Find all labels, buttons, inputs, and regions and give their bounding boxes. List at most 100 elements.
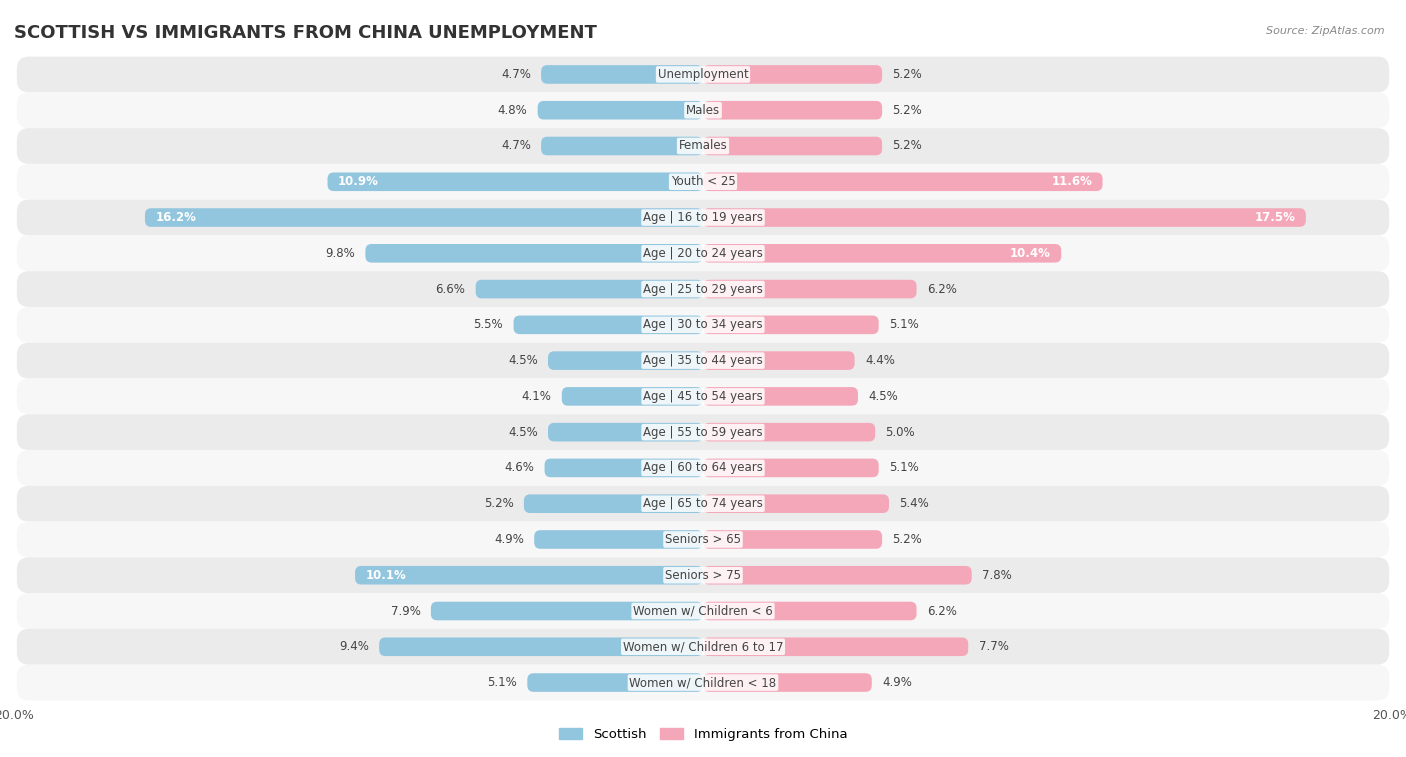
Text: 11.6%: 11.6% xyxy=(1052,176,1092,188)
FancyBboxPatch shape xyxy=(703,566,972,584)
FancyBboxPatch shape xyxy=(356,566,703,584)
Text: 5.2%: 5.2% xyxy=(893,104,922,117)
Text: Age | 16 to 19 years: Age | 16 to 19 years xyxy=(643,211,763,224)
Text: Age | 35 to 44 years: Age | 35 to 44 years xyxy=(643,354,763,367)
FancyBboxPatch shape xyxy=(703,137,882,155)
Text: Women w/ Children < 18: Women w/ Children < 18 xyxy=(630,676,776,689)
FancyBboxPatch shape xyxy=(17,629,1389,665)
FancyBboxPatch shape xyxy=(328,173,703,191)
FancyBboxPatch shape xyxy=(534,530,703,549)
Text: 4.5%: 4.5% xyxy=(508,425,537,438)
Text: Seniors > 75: Seniors > 75 xyxy=(665,569,741,581)
FancyBboxPatch shape xyxy=(17,486,1389,522)
Text: Women w/ Children 6 to 17: Women w/ Children 6 to 17 xyxy=(623,640,783,653)
FancyBboxPatch shape xyxy=(17,557,1389,593)
FancyBboxPatch shape xyxy=(145,208,703,227)
FancyBboxPatch shape xyxy=(548,351,703,370)
FancyBboxPatch shape xyxy=(17,522,1389,557)
Text: Age | 25 to 29 years: Age | 25 to 29 years xyxy=(643,282,763,295)
FancyBboxPatch shape xyxy=(703,208,1306,227)
Text: 4.5%: 4.5% xyxy=(508,354,537,367)
FancyBboxPatch shape xyxy=(703,673,872,692)
FancyBboxPatch shape xyxy=(703,459,879,477)
FancyBboxPatch shape xyxy=(430,602,703,620)
Text: Age | 65 to 74 years: Age | 65 to 74 years xyxy=(643,497,763,510)
Text: 4.9%: 4.9% xyxy=(494,533,524,546)
FancyBboxPatch shape xyxy=(703,530,882,549)
Text: Source: ZipAtlas.com: Source: ZipAtlas.com xyxy=(1267,26,1385,36)
Text: 16.2%: 16.2% xyxy=(155,211,197,224)
FancyBboxPatch shape xyxy=(366,244,703,263)
Text: Age | 55 to 59 years: Age | 55 to 59 years xyxy=(643,425,763,438)
FancyBboxPatch shape xyxy=(548,423,703,441)
Text: 4.8%: 4.8% xyxy=(498,104,527,117)
FancyBboxPatch shape xyxy=(17,307,1389,343)
Text: 5.0%: 5.0% xyxy=(886,425,915,438)
Text: 5.4%: 5.4% xyxy=(900,497,929,510)
FancyBboxPatch shape xyxy=(703,637,969,656)
Text: 4.6%: 4.6% xyxy=(505,462,534,475)
FancyBboxPatch shape xyxy=(17,164,1389,200)
Text: Age | 20 to 24 years: Age | 20 to 24 years xyxy=(643,247,763,260)
FancyBboxPatch shape xyxy=(17,271,1389,307)
FancyBboxPatch shape xyxy=(17,450,1389,486)
FancyBboxPatch shape xyxy=(17,235,1389,271)
FancyBboxPatch shape xyxy=(703,387,858,406)
Text: 5.5%: 5.5% xyxy=(474,319,503,332)
FancyBboxPatch shape xyxy=(703,244,1062,263)
Text: 10.4%: 10.4% xyxy=(1010,247,1050,260)
Text: Females: Females xyxy=(679,139,727,152)
FancyBboxPatch shape xyxy=(17,128,1389,164)
Text: Unemployment: Unemployment xyxy=(658,68,748,81)
Text: 17.5%: 17.5% xyxy=(1254,211,1295,224)
Text: 5.1%: 5.1% xyxy=(889,462,918,475)
FancyBboxPatch shape xyxy=(17,343,1389,378)
FancyBboxPatch shape xyxy=(703,101,882,120)
FancyBboxPatch shape xyxy=(17,57,1389,92)
Text: 4.4%: 4.4% xyxy=(865,354,894,367)
Text: 4.5%: 4.5% xyxy=(869,390,898,403)
Text: 4.7%: 4.7% xyxy=(501,68,531,81)
FancyBboxPatch shape xyxy=(17,414,1389,450)
FancyBboxPatch shape xyxy=(703,351,855,370)
FancyBboxPatch shape xyxy=(703,173,1102,191)
Text: 9.4%: 9.4% xyxy=(339,640,368,653)
Text: 7.9%: 7.9% xyxy=(391,605,420,618)
Text: 10.9%: 10.9% xyxy=(337,176,378,188)
FancyBboxPatch shape xyxy=(537,101,703,120)
FancyBboxPatch shape xyxy=(17,92,1389,128)
Text: Age | 60 to 64 years: Age | 60 to 64 years xyxy=(643,462,763,475)
Text: 5.2%: 5.2% xyxy=(893,139,922,152)
Text: SCOTTISH VS IMMIGRANTS FROM CHINA UNEMPLOYMENT: SCOTTISH VS IMMIGRANTS FROM CHINA UNEMPL… xyxy=(14,24,598,42)
FancyBboxPatch shape xyxy=(703,423,875,441)
FancyBboxPatch shape xyxy=(541,137,703,155)
FancyBboxPatch shape xyxy=(703,602,917,620)
Text: 5.2%: 5.2% xyxy=(893,533,922,546)
FancyBboxPatch shape xyxy=(17,593,1389,629)
Text: 6.2%: 6.2% xyxy=(927,605,956,618)
FancyBboxPatch shape xyxy=(380,637,703,656)
Text: 4.1%: 4.1% xyxy=(522,390,551,403)
Text: Youth < 25: Youth < 25 xyxy=(671,176,735,188)
Text: 4.9%: 4.9% xyxy=(882,676,912,689)
Text: 5.1%: 5.1% xyxy=(889,319,918,332)
FancyBboxPatch shape xyxy=(544,459,703,477)
Text: 5.2%: 5.2% xyxy=(893,68,922,81)
Text: 7.7%: 7.7% xyxy=(979,640,1008,653)
FancyBboxPatch shape xyxy=(17,378,1389,414)
Text: Women w/ Children < 6: Women w/ Children < 6 xyxy=(633,605,773,618)
Text: 9.8%: 9.8% xyxy=(325,247,356,260)
FancyBboxPatch shape xyxy=(17,665,1389,700)
Text: 6.6%: 6.6% xyxy=(436,282,465,295)
FancyBboxPatch shape xyxy=(703,280,917,298)
FancyBboxPatch shape xyxy=(17,200,1389,235)
FancyBboxPatch shape xyxy=(524,494,703,513)
FancyBboxPatch shape xyxy=(527,673,703,692)
FancyBboxPatch shape xyxy=(703,494,889,513)
FancyBboxPatch shape xyxy=(541,65,703,84)
Text: 10.1%: 10.1% xyxy=(366,569,406,581)
Text: 6.2%: 6.2% xyxy=(927,282,956,295)
FancyBboxPatch shape xyxy=(475,280,703,298)
Text: Age | 45 to 54 years: Age | 45 to 54 years xyxy=(643,390,763,403)
FancyBboxPatch shape xyxy=(703,316,879,334)
